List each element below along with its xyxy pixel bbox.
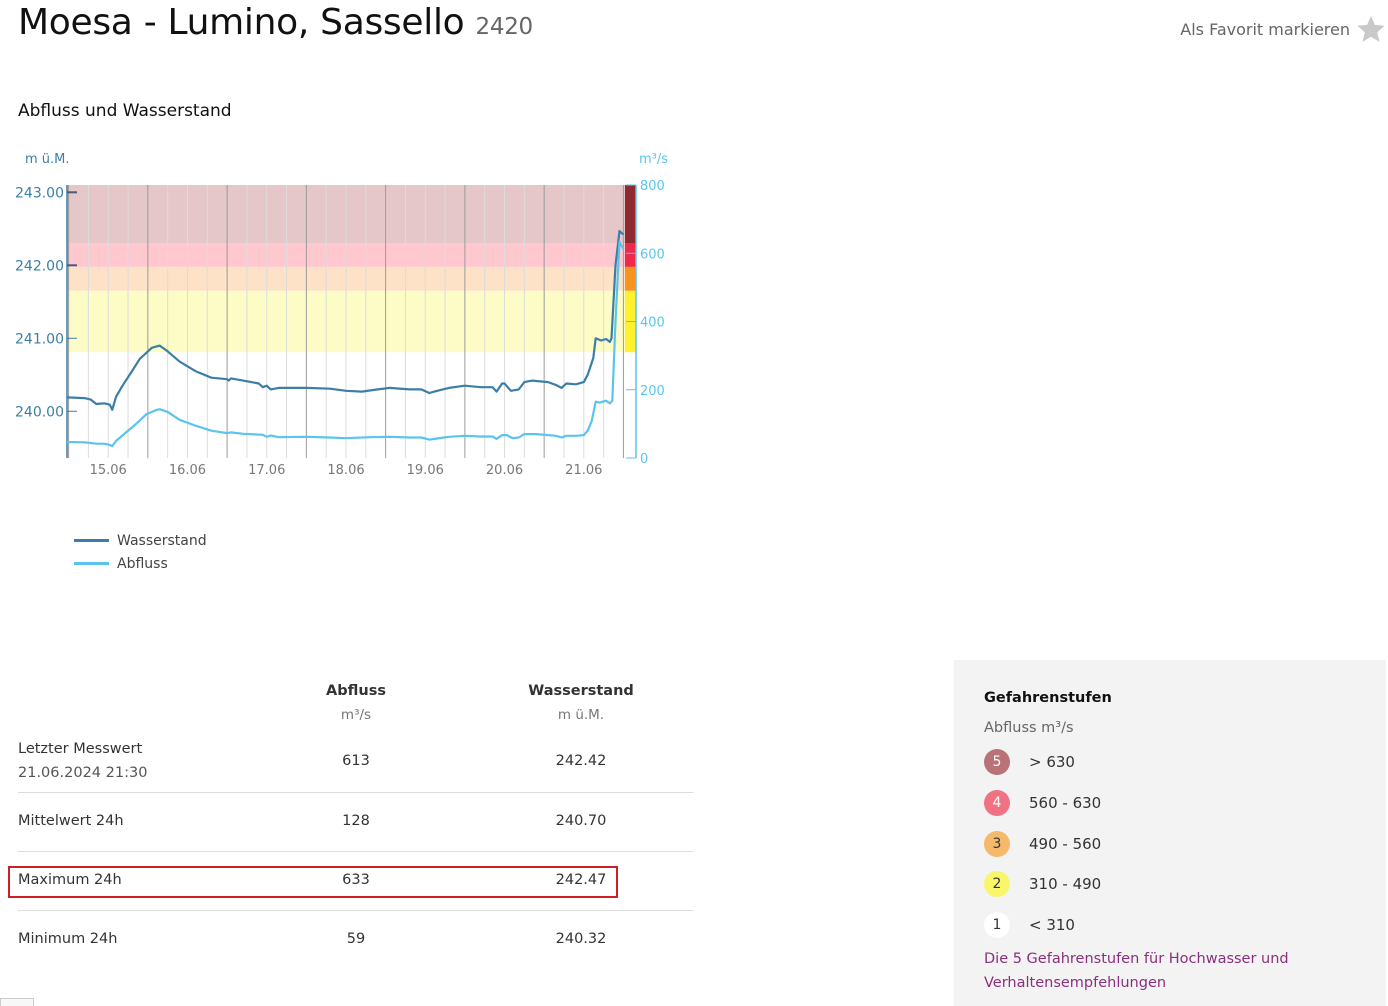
danger-level-badge: 4	[984, 790, 1010, 817]
danger-levels-panel: Gefahrenstufen Abfluss m³/s 5 > 630 4 560 -…	[954, 660, 1386, 1006]
table-row-max: Maximum 24h 633 242.47	[18, 852, 693, 911]
legend-swatch-abfluss	[74, 562, 109, 565]
x-tick-label: 15.06	[90, 463, 127, 478]
star-icon	[1357, 15, 1385, 42]
danger-levels-unit: Abfluss m³/s	[984, 720, 1074, 736]
danger-bar-5	[625, 185, 636, 244]
x-tick-label: 17.06	[248, 463, 285, 478]
right-axis-label: m³/s	[639, 152, 668, 167]
danger-levels-info-link[interactable]: Die 5 Gefahrenstufen für Hochwasser und …	[984, 951, 1289, 992]
x-tick-label: 18.06	[327, 463, 364, 478]
column-unit: m³/s	[340, 707, 372, 723]
column-header-wasserstand: Wasserstand m ü.M.	[471, 683, 691, 723]
station-id: 2420	[475, 14, 534, 40]
right-tick-label: 0	[640, 452, 648, 467]
column-name: Wasserstand	[528, 683, 634, 699]
column-unit: m ü.M.	[557, 707, 605, 723]
row-timestamp: 21.06.2024 21:30	[18, 765, 148, 781]
danger-level-range: 490 - 560	[1029, 834, 1102, 853]
cell-abfluss: 613	[342, 753, 370, 769]
chart-legend: Wasserstand Abfluss	[74, 529, 207, 575]
series-line-abfluss	[66, 240, 625, 448]
legend-item-wasserstand[interactable]: Wasserstand	[74, 529, 207, 552]
left-tick-label: 240.00	[15, 404, 64, 420]
danger-level-range: < 310	[1029, 916, 1075, 935]
row-label: Minimum 24h	[18, 931, 118, 947]
cell-wasserstand: 240.70	[555, 813, 607, 829]
legend-swatch-wasserstand	[74, 539, 109, 542]
table-header: Abfluss m³/s Wasserstand m ü.M.	[18, 683, 693, 739]
left-axis-label: m ü.M.	[25, 152, 70, 167]
danger-levels-list: 5 > 630 4 560 - 630 3 490 - 560 2 310 - 490 1 < 3…	[984, 742, 1386, 945]
cell-abfluss: 59	[346, 931, 366, 947]
x-tick-label: 16.06	[169, 463, 206, 478]
measurements-table: Abfluss m³/s Wasserstand m ü.M. Letzter …	[18, 683, 693, 970]
series-line-wasserstand	[66, 229, 625, 411]
right-tick-label: 400	[640, 316, 665, 331]
danger-level-4: 4 560 - 630	[984, 783, 1386, 824]
left-tick-label: 242.00	[15, 258, 64, 274]
danger-bar-4	[625, 243, 636, 267]
row-label: Letzter Messwert	[18, 741, 143, 757]
danger-level-badge: 3	[984, 830, 1010, 857]
danger-level-range: > 630	[1029, 753, 1075, 772]
cell-abfluss: 633	[342, 872, 370, 888]
right-tick-label: 600	[640, 247, 665, 262]
x-tick-label: 21.06	[565, 463, 602, 478]
danger-level-3: 3 490 - 560	[984, 823, 1386, 864]
station-name: Moesa - Lumino, Sassello	[18, 2, 465, 43]
column-header-abfluss: Abfluss m³/s	[246, 683, 466, 723]
danger-level-range: 560 - 630	[1029, 794, 1102, 813]
table-row-latest: Letzter Messwert 21.06.2024 21:30 613 24…	[18, 739, 693, 793]
right-tick-label: 200	[640, 384, 665, 399]
x-tick-label: 20.06	[486, 463, 523, 478]
x-tick-label: 19.06	[407, 463, 444, 478]
table-row-min: Minimum 24h 59 240.32	[18, 911, 693, 970]
page-title: Moesa - Lumino, Sassello 2420	[18, 2, 533, 43]
left-tick-label: 241.00	[15, 331, 64, 347]
row-label: Mittelwert 24h	[18, 813, 124, 829]
danger-level-5: 5 > 630	[984, 742, 1386, 783]
legend-label: Wasserstand	[117, 532, 207, 549]
scroll-widget[interactable]	[0, 998, 34, 1006]
cell-wasserstand: 240.32	[555, 931, 607, 947]
danger-bar-3	[625, 266, 636, 291]
danger-levels-title: Gefahrenstufen	[984, 690, 1112, 706]
legend-label: Abfluss	[117, 555, 168, 572]
column-name: Abfluss	[326, 683, 386, 699]
cell-wasserstand: 242.47	[555, 872, 607, 888]
cell-abfluss: 128	[342, 813, 370, 829]
chart-section-title: Abfluss und Wasserstand	[18, 101, 232, 121]
favorite-button[interactable]: Als Favorit markieren	[1180, 14, 1386, 44]
cell-wasserstand: 242.42	[555, 753, 607, 769]
left-tick-label: 243.00	[15, 185, 64, 201]
danger-level-2: 2 310 - 490	[984, 864, 1386, 905]
row-label: Maximum 24h	[18, 872, 122, 888]
favorite-label: Als Favorit markieren	[1180, 19, 1350, 39]
right-tick-label: 800	[640, 179, 665, 194]
danger-level-1: 1 < 310	[984, 905, 1386, 946]
danger-level-badge: 1	[984, 912, 1010, 939]
discharge-water-level-chart: m ü.M. m³/s 243.00 242.00 241.00 240.00 800 600…	[15, 152, 668, 478]
legend-item-abfluss[interactable]: Abfluss	[74, 552, 207, 575]
danger-level-badge: 2	[984, 871, 1010, 898]
danger-level-badge: 5	[984, 749, 1010, 776]
table-row-mean: Mittelwert 24h 128 240.70	[18, 793, 693, 852]
danger-level-range: 310 - 490	[1029, 875, 1102, 894]
